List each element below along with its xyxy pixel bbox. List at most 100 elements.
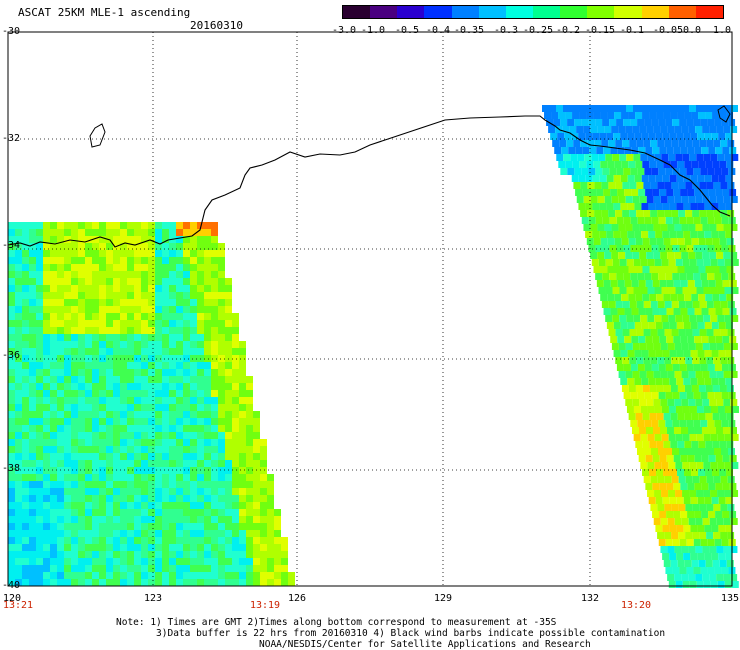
swath-cell [542, 105, 549, 112]
swath-cell [50, 495, 57, 502]
swath-cell [707, 448, 715, 455]
swath-cell [665, 567, 673, 574]
swath-cell [8, 404, 15, 411]
swath-cell [162, 404, 169, 411]
swath-cell [106, 299, 113, 306]
swath-cell [29, 551, 36, 558]
swath-cell [629, 301, 637, 308]
swath-cell [197, 579, 204, 586]
swath-cell [590, 196, 598, 203]
swath-cell [211, 579, 218, 586]
swath-cell [22, 383, 29, 390]
swath-cell [36, 558, 43, 565]
swath-cell [592, 175, 600, 182]
swath-cell [667, 126, 675, 133]
swath-cell [162, 481, 169, 488]
swath-cell [665, 392, 673, 399]
swath-cell [43, 460, 50, 467]
swath-cell [695, 371, 703, 378]
swath-cell [64, 523, 71, 530]
swath-cell [671, 532, 679, 539]
swath-cell [127, 334, 134, 341]
swath-cell [22, 292, 29, 299]
swath-cell [106, 306, 113, 313]
swath-cell [57, 509, 64, 516]
swath-cell [141, 572, 148, 579]
swath-cell [155, 404, 162, 411]
swath-cell [672, 567, 680, 574]
swath-cell [690, 378, 698, 385]
note-line-2: 3)Data buffer is 22 hrs from 20160310 4)… [156, 628, 666, 639]
swath-cell [134, 537, 141, 544]
swath-cell [78, 446, 85, 453]
swath-cell [169, 551, 176, 558]
swath-cell [85, 558, 92, 565]
swath-cell [169, 383, 176, 390]
swath-cell [71, 271, 78, 278]
swath-cell [141, 502, 148, 509]
swath-cell [685, 357, 693, 364]
swath-cell [71, 390, 78, 397]
swath-cell [655, 350, 663, 357]
swath-cell [120, 537, 127, 544]
swath-cell [169, 425, 176, 432]
swath-cell [64, 425, 71, 432]
swath-cell [585, 133, 593, 140]
swath-cell [127, 516, 134, 523]
swath-cell [218, 264, 225, 271]
swath-cell [57, 425, 64, 432]
swath-cell [120, 502, 127, 509]
swath-cell [148, 236, 155, 243]
swath-cell [15, 348, 22, 355]
swath-cell [232, 362, 239, 369]
swath-cell [134, 243, 141, 250]
swath-cell [106, 285, 113, 292]
swath-cell [106, 439, 113, 446]
swath-cell [78, 257, 85, 264]
swath-cell [197, 544, 204, 551]
swath-cell [155, 355, 162, 362]
swath-cell [22, 432, 29, 439]
swath-cell [120, 418, 127, 425]
swath-cell [99, 369, 106, 376]
swath-cell [288, 572, 295, 579]
swath-cell [211, 502, 218, 509]
swath-cell [92, 320, 99, 327]
swath-cell [106, 264, 113, 271]
swath-cell [679, 168, 687, 175]
swath-cell [630, 273, 638, 280]
swath-cell [71, 425, 78, 432]
swath-cell [29, 334, 36, 341]
swath-cell [719, 238, 727, 245]
swath-cell [673, 147, 681, 154]
swath-cell [218, 257, 225, 264]
swath-cell [239, 362, 246, 369]
swath-cell [183, 222, 190, 229]
swath-cell [155, 383, 162, 390]
swath-cell [692, 210, 700, 217]
swath-cell [232, 467, 239, 474]
swath-cell [677, 112, 685, 119]
swath-cell [678, 210, 686, 217]
swath-cell [724, 581, 732, 588]
swath-cell [36, 523, 43, 530]
swath-cell [50, 285, 57, 292]
swath-cell [78, 579, 85, 586]
swath-cell [721, 273, 729, 280]
swath-cell [8, 481, 15, 488]
swath-cell [260, 523, 267, 530]
swath-cell [626, 105, 633, 112]
swath-cell [113, 362, 120, 369]
swath-cell [43, 236, 50, 243]
swath-cell [218, 439, 225, 446]
swath-cell [183, 229, 190, 236]
swath-cell [183, 376, 190, 383]
swath-cell [43, 229, 50, 236]
swath-cell [664, 504, 672, 511]
swath-cell [714, 168, 722, 175]
swath-cell [673, 280, 681, 287]
swath-cell [621, 112, 629, 119]
swath-cell [162, 278, 169, 285]
swath-cell [695, 126, 703, 133]
swath-cell [36, 348, 43, 355]
